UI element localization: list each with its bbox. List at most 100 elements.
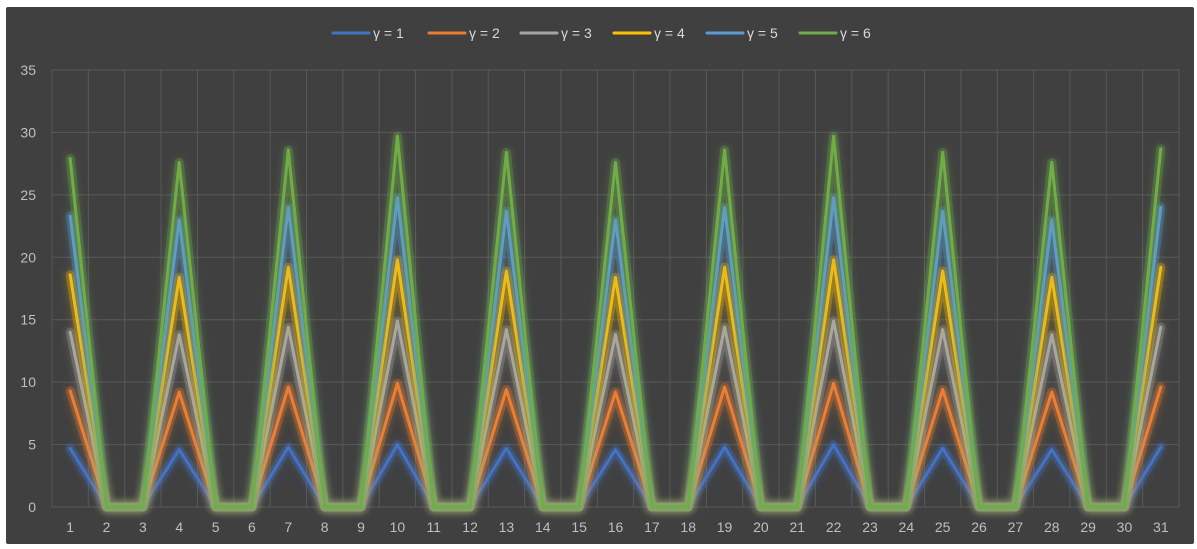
x-tick-label: 26 (971, 519, 987, 535)
legend-item: γ = 2 (427, 25, 500, 41)
data-point (505, 388, 508, 391)
data-point (869, 506, 871, 508)
legend-item: γ = 5 (705, 25, 778, 41)
legend-label: γ = 5 (747, 25, 778, 41)
data-point (941, 447, 944, 450)
data-point (578, 506, 580, 508)
data-point (614, 333, 617, 336)
data-point (832, 382, 835, 385)
data-point (178, 448, 181, 451)
data-point (396, 196, 399, 199)
data-point (69, 447, 71, 450)
y-tick-label: 10 (20, 374, 36, 390)
data-point (832, 258, 835, 261)
data-point (832, 320, 835, 322)
data-point (1050, 219, 1053, 221)
data-point (905, 506, 908, 508)
data-point (396, 320, 399, 322)
x-tick-label: 14 (535, 519, 551, 535)
data-point (1160, 266, 1162, 269)
data-point (796, 506, 799, 508)
data-point (723, 149, 726, 151)
data-point (832, 196, 835, 199)
y-tick-label: 0 (28, 499, 36, 515)
data-point (287, 206, 290, 209)
data-point (432, 506, 435, 508)
data-point (505, 328, 508, 331)
data-point (251, 506, 253, 508)
x-tick-label: 25 (935, 519, 951, 535)
data-point (396, 382, 399, 385)
data-point (832, 135, 835, 137)
x-tick-label: 13 (499, 519, 515, 535)
x-tick-label: 4 (175, 519, 183, 535)
x-tick-label: 31 (1153, 519, 1169, 535)
data-point (723, 206, 726, 209)
x-tick-label: 23 (862, 519, 878, 535)
data-point (287, 266, 290, 269)
y-tick-label: 30 (20, 124, 36, 140)
data-point (178, 219, 181, 221)
data-point (614, 219, 617, 221)
legend-item: γ = 3 (519, 25, 592, 41)
data-point (396, 443, 399, 446)
data-point (1160, 326, 1162, 329)
data-point (214, 506, 217, 508)
x-tick-label: 28 (1044, 519, 1060, 535)
data-point (287, 386, 290, 388)
data-point (941, 151, 944, 154)
data-point (723, 386, 726, 388)
x-tick-label: 24 (899, 519, 915, 535)
legend-item: γ = 1 (331, 25, 404, 41)
data-point (69, 273, 71, 276)
data-point (1050, 391, 1053, 393)
series-1 (65, 440, 1166, 512)
x-tick-label: 16 (608, 519, 624, 535)
series-4 (65, 255, 1166, 512)
y-tick-label: 15 (20, 312, 36, 328)
legend-label: γ = 3 (561, 25, 592, 41)
x-tick-label: 8 (321, 519, 329, 535)
data-point (1087, 506, 1089, 508)
data-point (1050, 161, 1053, 164)
x-tick-label: 18 (680, 519, 696, 535)
data-point (760, 506, 762, 508)
data-point (178, 391, 181, 393)
data-point (323, 506, 326, 508)
data-point (396, 258, 399, 261)
data-point (1160, 147, 1162, 150)
data-point (1050, 276, 1053, 279)
x-tick-label: 1 (66, 519, 74, 535)
x-tick-label: 2 (103, 519, 111, 535)
data-point (69, 157, 71, 160)
legend: γ = 1 γ = 2 γ = 3 γ = 4 γ = 5 γ = 6 (331, 25, 871, 41)
legend-label: γ = 2 (469, 25, 500, 41)
x-tick-label: 19 (717, 519, 733, 535)
x-tick-label: 27 (1008, 519, 1024, 535)
data-point (978, 506, 980, 508)
data-point (178, 333, 181, 336)
y-tick-label: 25 (20, 187, 36, 203)
x-tick-label: 17 (644, 519, 660, 535)
data-point (941, 328, 944, 331)
data-point (287, 326, 290, 329)
x-tick-label: 12 (462, 519, 478, 535)
data-point (178, 276, 181, 279)
data-point (614, 391, 617, 393)
x-tick-label: 9 (357, 519, 365, 535)
data-point (651, 506, 653, 508)
data-point (1123, 506, 1126, 508)
data-point (1160, 386, 1162, 388)
data-point (69, 331, 71, 334)
data-point (614, 448, 617, 451)
x-tick-label: 6 (248, 519, 256, 535)
x-tick-label: 10 (390, 519, 406, 535)
series-3 (65, 316, 1166, 512)
data-point (614, 161, 617, 164)
data-point (287, 446, 290, 448)
data-point (69, 215, 71, 217)
data-point (505, 151, 508, 154)
data-point (1160, 446, 1162, 448)
